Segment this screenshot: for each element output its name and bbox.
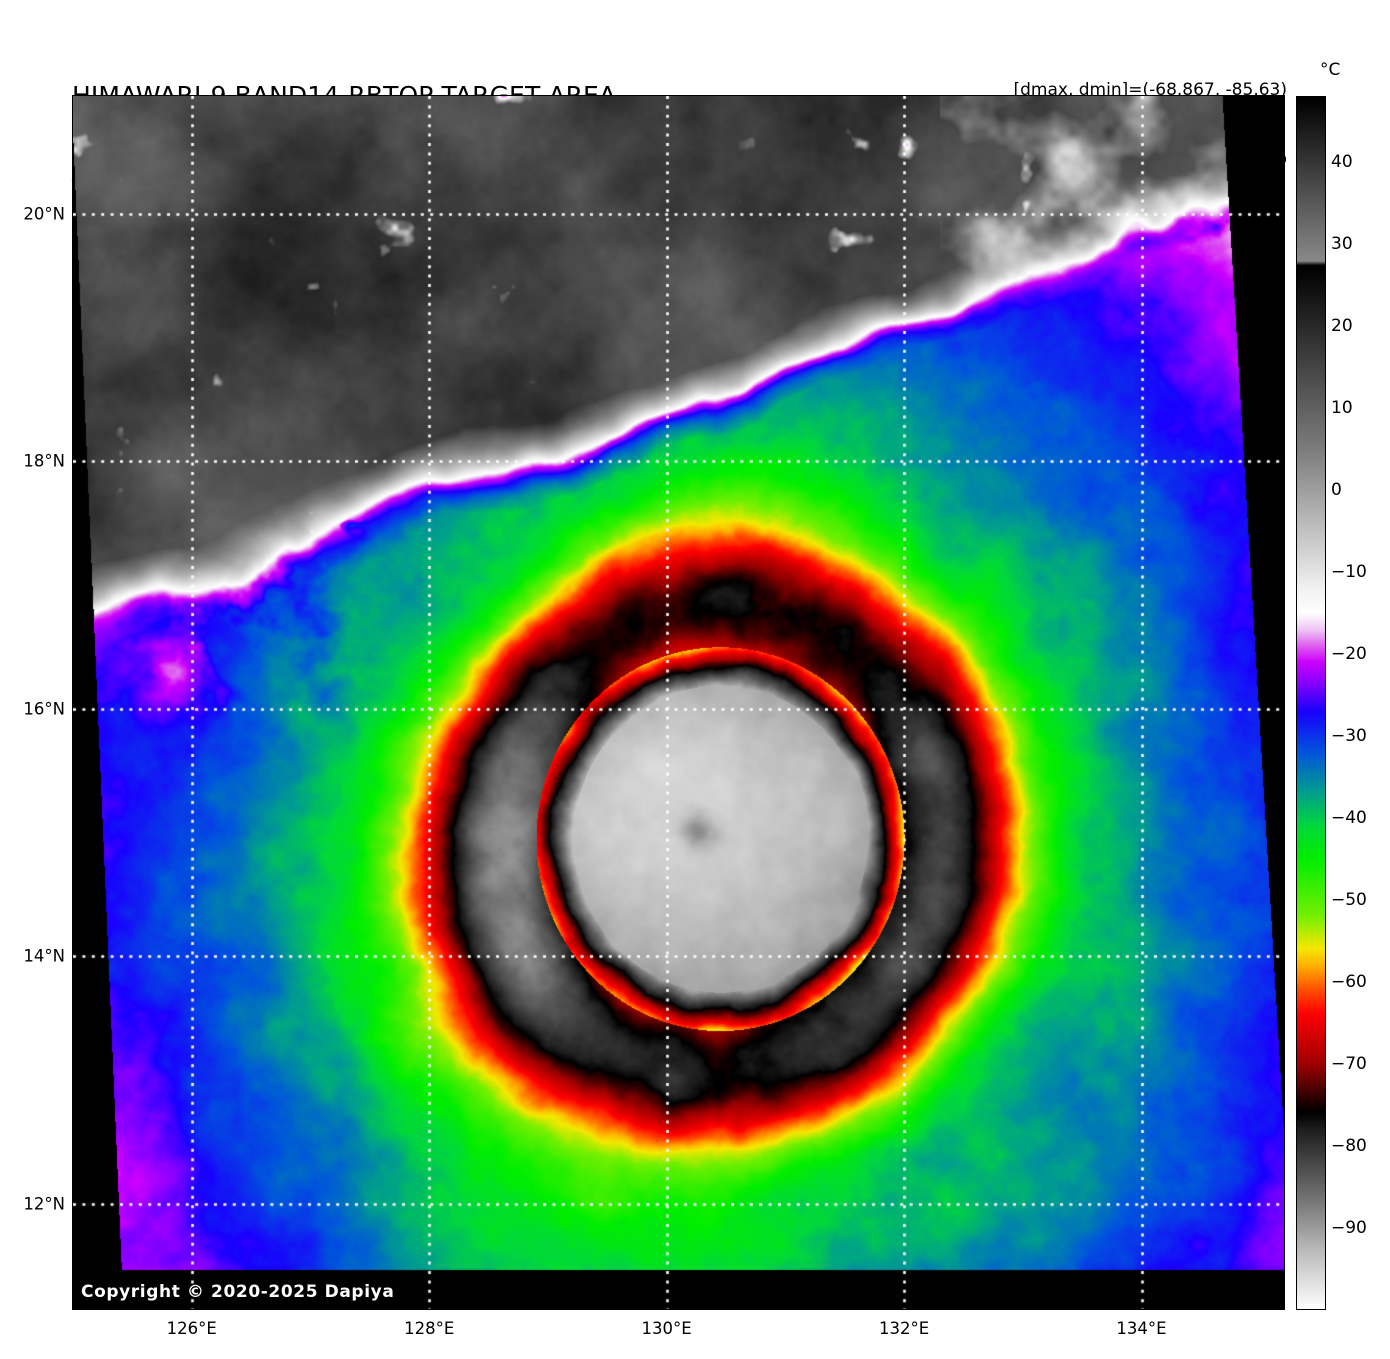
colorbar-unit-label: °C (1320, 60, 1341, 80)
x-tick-128: 128°E (404, 1319, 455, 1338)
colorbar-tick-10: 10 (1331, 397, 1353, 418)
satellite-brightness-temperature-image (73, 96, 1284, 1309)
colorbar-tick-minus20: −20 (1331, 643, 1367, 664)
temperature-colorbar[interactable] (1296, 96, 1326, 1310)
colorbar-tick-0: 0 (1331, 479, 1342, 500)
y-tick-16: 16°N (23, 699, 65, 719)
colorbar-gradient (1297, 97, 1325, 1309)
y-tick-14: 14°N (23, 946, 65, 966)
colorbar-tick-minus30: −30 (1331, 725, 1367, 746)
y-tick-18: 18°N (23, 451, 65, 471)
colorbar-tick-minus10: −10 (1331, 561, 1367, 582)
satellite-plot-area[interactable]: Copyright © 2020-2025 Dapiya (72, 95, 1285, 1310)
y-tick-12: 12°N (23, 1194, 65, 1214)
colorbar-tick-minus70: −70 (1331, 1053, 1367, 1074)
x-tick-132: 132°E (878, 1319, 930, 1338)
x-tick-130: 130°E (641, 1319, 692, 1338)
colorbar-tick-30: 30 (1331, 233, 1353, 254)
colorbar-tick-minus90: −90 (1331, 1217, 1367, 1238)
colorbar-tick-minus40: −40 (1331, 807, 1367, 828)
colorbar-tick-40: 40 (1331, 151, 1353, 172)
x-tick-134: 134°E (1116, 1319, 1167, 1338)
copyright-text: Copyright © 2020-2025 Dapiya (81, 1282, 395, 1302)
colorbar-tick-minus60: −60 (1331, 971, 1367, 992)
colorbar-tick-20: 20 (1331, 315, 1353, 336)
x-tick-126: 126°E (166, 1319, 217, 1338)
colorbar-tick-minus80: −80 (1331, 1135, 1367, 1156)
y-tick-20: 20°N (23, 204, 65, 224)
colorbar-tick-minus50: −50 (1331, 889, 1367, 910)
